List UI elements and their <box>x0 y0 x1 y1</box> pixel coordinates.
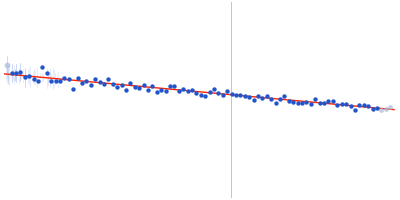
Point <box>26 75 32 78</box>
Point <box>101 82 107 85</box>
Point <box>290 101 296 104</box>
Point <box>92 77 98 81</box>
Point <box>198 94 204 97</box>
Point <box>294 102 301 105</box>
Point <box>8 71 15 74</box>
Point <box>312 98 318 101</box>
Point <box>66 77 72 80</box>
Point <box>127 82 134 85</box>
Point <box>321 101 327 105</box>
Point <box>13 71 19 74</box>
Point <box>17 70 24 74</box>
Point <box>228 93 235 96</box>
Point <box>118 84 125 87</box>
Point <box>105 78 112 81</box>
Point <box>374 107 380 110</box>
Point <box>303 101 310 104</box>
Point <box>61 77 68 80</box>
Point <box>202 94 208 97</box>
Point <box>338 103 345 106</box>
Point <box>154 90 160 94</box>
Point <box>140 83 147 86</box>
Point <box>259 96 266 99</box>
Point <box>277 98 283 101</box>
Point <box>167 85 173 88</box>
Point <box>343 102 349 105</box>
Point <box>48 79 54 82</box>
Point <box>57 80 63 83</box>
Point <box>35 79 41 82</box>
Point <box>96 81 103 84</box>
Point <box>369 108 376 111</box>
Point <box>39 65 46 68</box>
Point <box>220 93 226 97</box>
Point <box>325 99 332 102</box>
Point <box>30 78 37 81</box>
Point <box>308 103 314 106</box>
Point <box>149 85 156 88</box>
Point <box>246 95 252 99</box>
Point <box>334 103 340 106</box>
Point <box>250 98 257 101</box>
Point <box>365 105 371 108</box>
Point <box>158 88 164 91</box>
Point <box>180 87 186 90</box>
Point <box>330 99 336 103</box>
Point <box>83 79 90 82</box>
Point <box>211 87 217 90</box>
Point <box>136 86 142 89</box>
Point <box>79 81 85 85</box>
Point <box>272 101 279 104</box>
Point <box>347 104 354 108</box>
Point <box>162 89 169 93</box>
Point <box>352 108 358 111</box>
Point <box>44 72 50 75</box>
Point <box>70 87 76 90</box>
Point <box>4 63 10 66</box>
Point <box>382 108 389 111</box>
Point <box>123 88 129 91</box>
Point <box>233 93 239 97</box>
Point <box>22 76 28 79</box>
Point <box>176 89 182 92</box>
Point <box>114 85 120 89</box>
Point <box>206 90 213 94</box>
Point <box>281 95 288 98</box>
Point <box>268 97 274 101</box>
Point <box>171 84 178 88</box>
Point <box>184 89 191 93</box>
Point <box>110 82 116 86</box>
Point <box>215 91 222 95</box>
Point <box>316 102 323 105</box>
Point <box>237 93 244 97</box>
Point <box>378 108 384 111</box>
Point <box>299 102 305 105</box>
Point <box>74 76 81 79</box>
Point <box>356 104 362 107</box>
Point <box>224 89 230 92</box>
Point <box>255 95 261 98</box>
Point <box>360 103 367 107</box>
Point <box>132 85 138 88</box>
Point <box>193 91 200 95</box>
Point <box>52 79 59 82</box>
Point <box>387 105 393 108</box>
Point <box>264 94 270 97</box>
Point <box>88 83 94 86</box>
Point <box>145 89 151 92</box>
Point <box>242 95 248 98</box>
Point <box>286 99 292 102</box>
Point <box>189 88 195 92</box>
